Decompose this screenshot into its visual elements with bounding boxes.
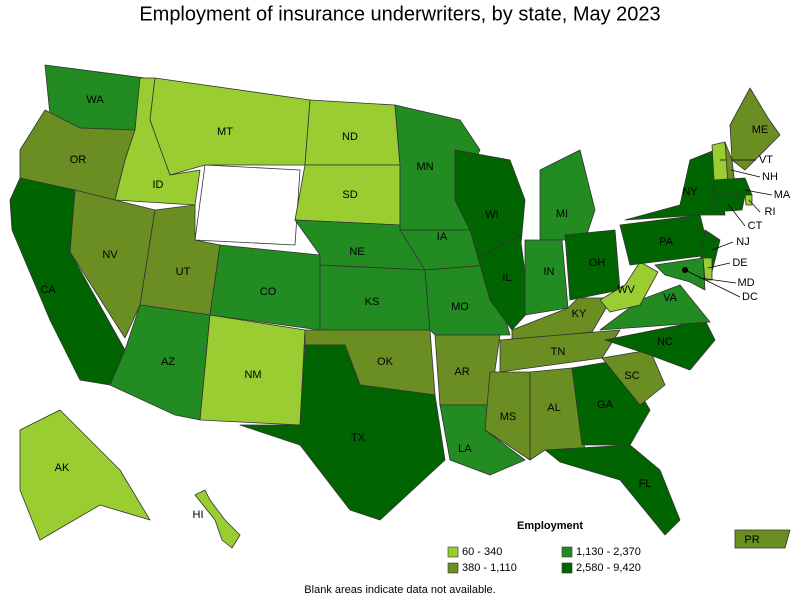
state: [734, 529, 791, 549]
state-label: NY: [682, 186, 698, 198]
state-label: WI: [485, 209, 498, 221]
state-label: CO: [260, 286, 277, 298]
leader-line: [730, 169, 761, 178]
state-label: CT: [748, 220, 763, 232]
state: [69, 189, 156, 339]
state: [624, 149, 726, 221]
legend-label: 2,580 - 9,420: [576, 562, 641, 574]
state-label: IN: [544, 266, 555, 278]
state-label: OR: [70, 154, 87, 166]
footnote: Blank areas indicate data not available.: [304, 584, 495, 596]
legend-label: 1,130 - 2,370: [576, 546, 641, 558]
leader-line: [748, 199, 761, 213]
state-label: OK: [377, 356, 394, 368]
state-label: IA: [437, 231, 448, 243]
leader-line: [684, 269, 741, 298]
state-label: AR: [454, 366, 469, 378]
legend-swatch: [447, 546, 459, 558]
state: [599, 261, 659, 313]
state-label: IL: [502, 272, 511, 284]
legend-swatch: [561, 562, 573, 574]
state: [744, 194, 753, 206]
state-label: DE: [732, 257, 747, 269]
state-no-data: [194, 164, 301, 246]
state: [601, 349, 666, 406]
state-label: AZ: [161, 356, 175, 368]
state-label: MN: [416, 161, 433, 173]
state-label: LA: [458, 443, 472, 455]
state-label: KY: [572, 308, 587, 320]
state-label: WA: [86, 94, 104, 106]
state-label: ME: [752, 124, 769, 136]
state-label: VT: [759, 154, 773, 166]
state-label: NJ: [736, 236, 749, 248]
leader-line: [727, 203, 746, 227]
state: [194, 489, 241, 549]
state: [477, 234, 531, 331]
legend-label: 60 - 340: [462, 546, 502, 558]
state: [239, 344, 446, 521]
state: [544, 444, 681, 536]
state-label: NM: [244, 369, 261, 381]
state-label: WV: [617, 284, 635, 296]
map-title: Employment of insurance underwriters, by…: [139, 3, 660, 25]
state-label: KS: [365, 296, 380, 308]
state-label: SC: [624, 370, 639, 382]
state-label: NE: [349, 246, 364, 258]
leader-line: [744, 189, 773, 196]
legend-swatch: [561, 546, 573, 558]
state-label: HI: [193, 509, 204, 521]
state-label: MA: [774, 189, 791, 201]
state-label: MD: [737, 277, 754, 289]
state: [713, 177, 753, 196]
state-label: MS: [500, 411, 517, 423]
state-label: SD: [342, 189, 357, 201]
state-label: PA: [659, 236, 674, 248]
state: [19, 409, 151, 541]
state-label: TX: [351, 432, 366, 444]
state-label: DC: [742, 291, 758, 303]
state-label: FL: [639, 478, 652, 490]
state-label: MO: [451, 301, 469, 313]
state-label: NC: [657, 336, 673, 348]
state-label: GA: [597, 399, 614, 411]
state-label: CA: [40, 284, 56, 296]
state-label: VA: [663, 292, 678, 304]
state-label: NV: [102, 249, 118, 261]
state-label: TN: [551, 346, 566, 358]
state: [654, 257, 706, 291]
legend-title: Employment: [517, 520, 583, 532]
state-label: MI: [556, 208, 568, 220]
legend-label: 380 - 1,110: [462, 562, 517, 574]
state: [711, 194, 746, 213]
legend-swatch: [447, 562, 459, 574]
state-label: ID: [153, 179, 164, 191]
dc-dot: [682, 267, 688, 273]
state-label: UT: [176, 266, 191, 278]
state-label: AK: [55, 462, 70, 474]
leader-line: [699, 277, 737, 284]
state-label: OH: [589, 257, 606, 269]
state: [599, 284, 711, 331]
state-label: AL: [547, 402, 560, 414]
state-label: RI: [765, 206, 776, 218]
state-label: PR: [744, 534, 759, 546]
state-label: NH: [762, 171, 778, 183]
state-label: MT: [217, 126, 233, 138]
leader-line: [711, 241, 734, 251]
state: [539, 149, 596, 241]
leader-line: [707, 262, 731, 269]
state-label: ND: [342, 131, 358, 143]
